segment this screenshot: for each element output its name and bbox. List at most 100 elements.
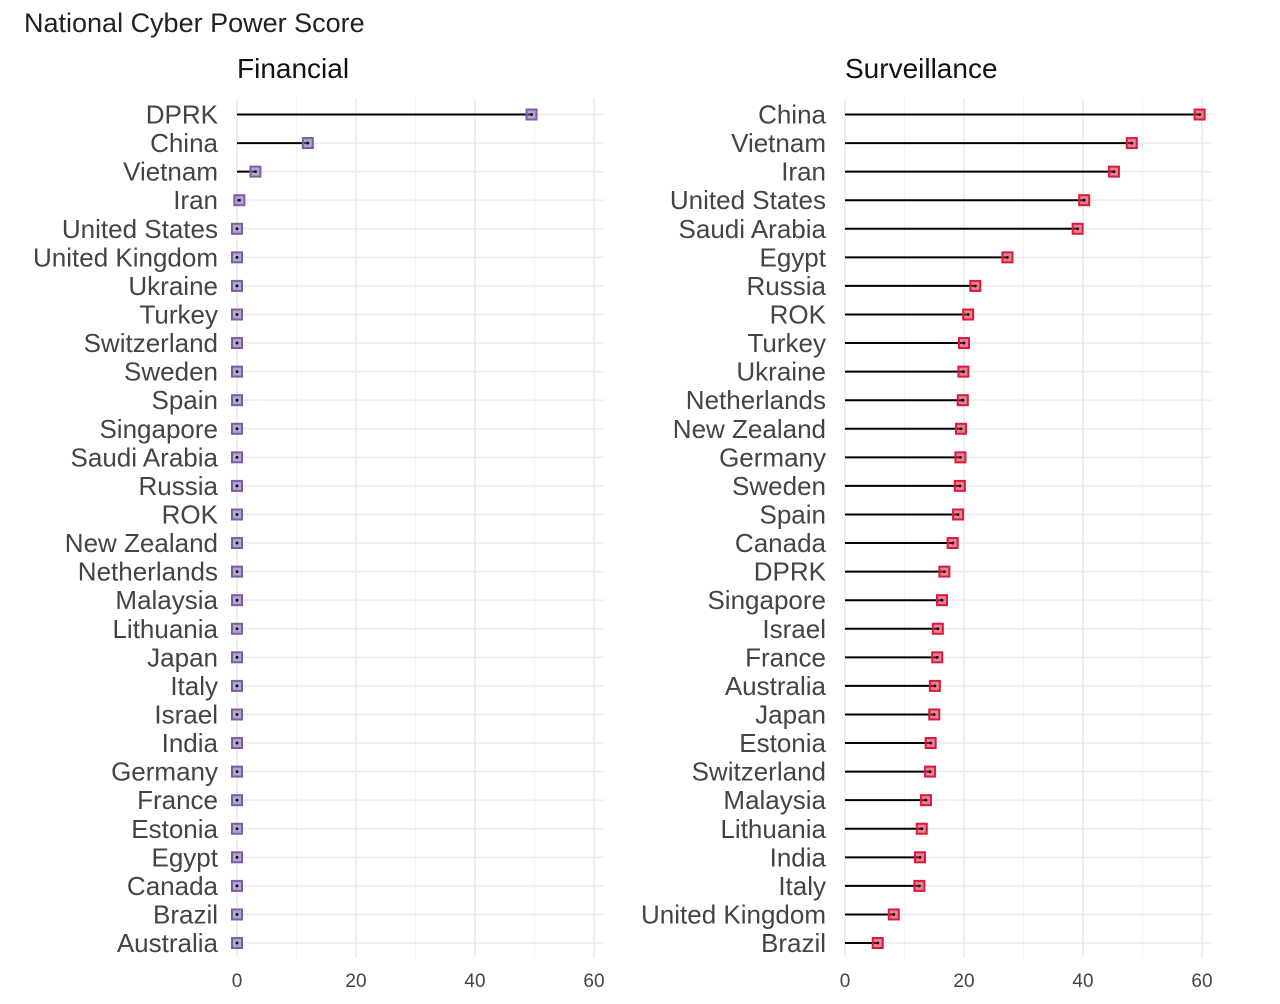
- lollipop-center-dot: [235, 884, 239, 888]
- category-label: DPRK: [146, 100, 219, 130]
- category-label: Vietnam: [731, 128, 826, 158]
- category-label: France: [137, 785, 218, 815]
- lollipop-center-dot: [235, 627, 239, 631]
- lollipop-center-dot: [876, 941, 880, 945]
- lollipop-center-dot: [924, 798, 928, 802]
- category-label: Switzerland: [84, 328, 218, 358]
- category-label: United Kingdom: [641, 899, 826, 929]
- lollipop-center-dot: [235, 770, 239, 774]
- category-label: Estonia: [131, 814, 218, 844]
- category-label: Brazil: [153, 899, 218, 929]
- category-label: Russia: [139, 471, 219, 501]
- category-label: Sweden: [732, 471, 826, 501]
- category-label: Brazil: [761, 928, 826, 958]
- lollipop-center-dot: [235, 913, 239, 916]
- lollipop-center-dot: [235, 713, 239, 716]
- lollipop-center-dot: [235, 827, 239, 831]
- lollipop-center-dot: [235, 398, 239, 402]
- lollipop-center-dot: [235, 684, 239, 688]
- category-label: Italy: [170, 671, 218, 701]
- category-label: Lithuania: [112, 614, 218, 644]
- page-title: National Cyber Power Score: [24, 8, 365, 38]
- lollipop-center-dot: [956, 513, 960, 516]
- lollipop-center-dot: [917, 884, 921, 888]
- category-label: Spain: [760, 499, 827, 529]
- lollipop-center-dot: [235, 541, 239, 545]
- lollipop-center-dot: [235, 598, 239, 602]
- lollipop-center-dot: [932, 713, 936, 716]
- category-label: Russia: [747, 271, 827, 301]
- lollipop-center-dot: [918, 855, 922, 859]
- category-label: Canada: [735, 528, 827, 558]
- lollipop-center-dot: [929, 741, 933, 745]
- category-label: Egypt: [760, 242, 827, 272]
- category-label: Ukraine: [736, 357, 826, 387]
- lollipop-center-dot: [1006, 255, 1009, 259]
- lollipop-center-dot: [962, 341, 966, 345]
- category-label: Australia: [725, 671, 827, 701]
- category-label: Turkey: [140, 299, 219, 329]
- lollipop-center-dot: [235, 284, 239, 288]
- lollipop-center-dot: [959, 427, 963, 431]
- lollipop-center-dot: [973, 284, 977, 288]
- x-tick-label: 20: [345, 971, 366, 992]
- category-label: United States: [670, 185, 826, 215]
- category-label: Japan: [147, 642, 218, 672]
- lollipop-center-dot: [959, 455, 962, 459]
- x-tick-label: 20: [953, 971, 974, 992]
- category-label: Vietnam: [123, 157, 218, 187]
- category-label: Iran: [173, 185, 218, 215]
- category-label: China: [150, 128, 218, 158]
- category-label: Singapore: [707, 585, 826, 615]
- x-tick-label: 40: [464, 971, 485, 992]
- lollipop-center-dot: [237, 198, 241, 202]
- category-label: China: [758, 100, 826, 130]
- lollipop-center-dot: [1076, 227, 1080, 231]
- lollipop-center-dot: [1112, 170, 1116, 174]
- lollipop-center-dot: [235, 370, 239, 374]
- lollipop-center-dot: [940, 598, 944, 602]
- category-label: Egypt: [152, 842, 219, 872]
- lollipop-center-dot: [235, 455, 239, 459]
- lollipop-center-dot: [928, 770, 932, 774]
- lollipop-center-dot: [1082, 198, 1086, 202]
- category-label: DPRK: [754, 557, 827, 587]
- lollipop-center-dot: [1198, 113, 1202, 116]
- category-label: New Zealand: [65, 528, 218, 558]
- lollipop-center-dot: [920, 827, 924, 831]
- category-label: Saudi Arabia: [71, 442, 219, 472]
- category-label: Spain: [152, 385, 219, 415]
- category-label: Switzerland: [692, 757, 826, 787]
- category-label: Saudi Arabia: [679, 214, 827, 244]
- category-label: Singapore: [99, 414, 218, 444]
- x-tick-label: 40: [1072, 971, 1093, 992]
- category-label: Sweden: [124, 357, 218, 387]
- lollipop-center-dot: [235, 513, 239, 516]
- lollipop-center-dot: [235, 570, 239, 574]
- category-label: United Kingdom: [33, 242, 218, 272]
- category-label: Lithuania: [720, 814, 826, 844]
- lollipop-center-dot: [936, 627, 940, 631]
- category-label: Germany: [719, 442, 826, 472]
- lollipop-center-dot: [935, 655, 939, 659]
- lollipop-center-dot: [235, 655, 239, 659]
- x-tick-label: 60: [1191, 971, 1212, 992]
- category-label: Estonia: [739, 728, 826, 758]
- category-label: Canada: [127, 871, 219, 901]
- lollipop-center-dot: [958, 484, 962, 488]
- lollipop-center-dot: [961, 398, 965, 402]
- lollipop-center-dot: [235, 941, 239, 945]
- category-label: France: [745, 642, 826, 672]
- category-label: New Zealand: [673, 414, 826, 444]
- category-label: Netherlands: [78, 557, 218, 587]
- lollipop-center-dot: [951, 541, 955, 545]
- category-label: Italy: [778, 871, 826, 901]
- lollipop-center-dot: [235, 427, 239, 431]
- category-label: ROK: [770, 299, 827, 329]
- x-tick-label: 60: [583, 971, 604, 992]
- lollipop-center-dot: [966, 313, 970, 316]
- lollipop-center-dot: [235, 855, 239, 859]
